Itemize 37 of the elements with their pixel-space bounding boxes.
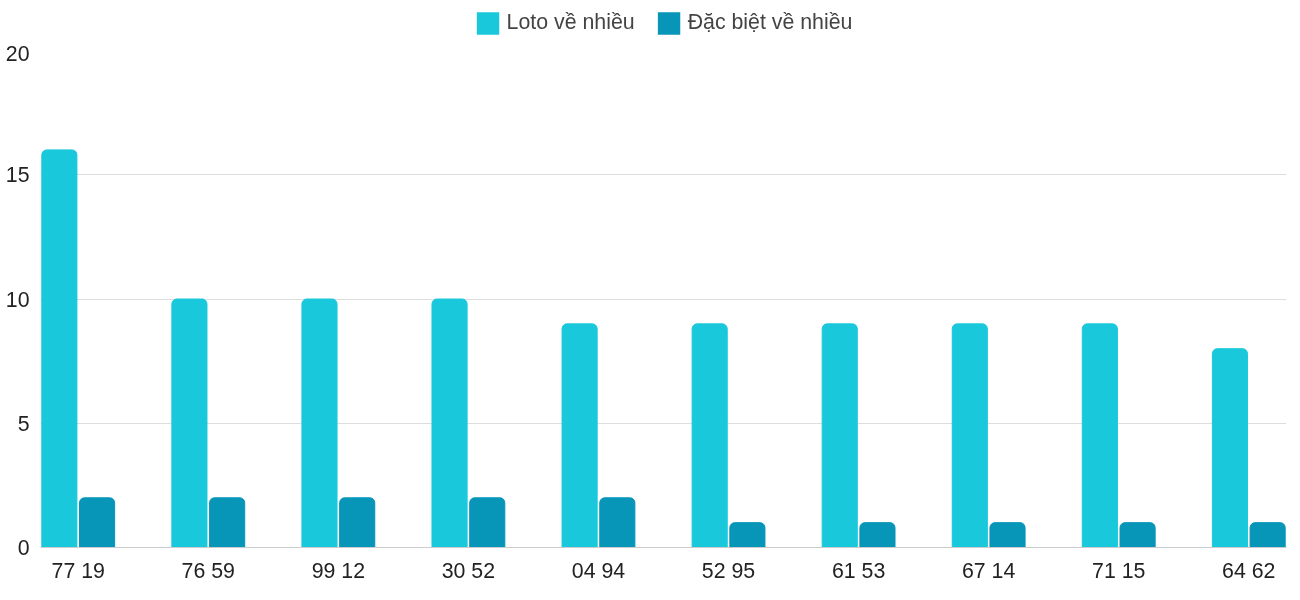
bar <box>431 298 468 548</box>
x-tick-label: 76 59 <box>181 558 235 583</box>
bar <box>951 323 988 548</box>
bar <box>301 298 338 548</box>
bar <box>1249 522 1286 548</box>
y-tick-label: 15 <box>5 163 30 188</box>
bar <box>1119 522 1156 548</box>
bar <box>599 497 636 548</box>
bar <box>171 298 208 548</box>
bar <box>209 497 246 548</box>
bar <box>469 497 506 548</box>
bar <box>79 497 116 548</box>
bar <box>729 522 766 548</box>
x-tick-label: 04 94 <box>571 558 626 583</box>
bar <box>41 149 78 548</box>
bar <box>691 323 728 548</box>
legend-label: Đặc biệt về nhiều <box>687 10 853 35</box>
y-tick-label: 10 <box>5 287 30 312</box>
x-tick-label: 52 95 <box>701 558 756 583</box>
x-tick-label: 61 53 <box>831 558 886 583</box>
bar <box>339 497 376 548</box>
bar <box>989 522 1026 548</box>
y-tick-label: 5 <box>17 411 30 436</box>
y-tick-label: 20 <box>5 41 30 66</box>
x-tick-label: 99 12 <box>311 558 366 583</box>
x-tick-label: 71 15 <box>1092 558 1146 583</box>
y-tick-label: 0 <box>17 536 30 560</box>
bar <box>1211 348 1248 548</box>
x-tick-label: 64 62 <box>1222 558 1276 583</box>
legend-label: Loto về nhiều <box>506 10 635 35</box>
bar <box>1081 323 1118 548</box>
bar <box>859 522 896 548</box>
x-tick-label: 67 14 <box>961 558 1016 583</box>
x-tick-label: 77 19 <box>51 558 105 583</box>
bar <box>821 323 858 548</box>
x-tick-label: 30 52 <box>441 558 496 583</box>
bar <box>561 323 598 548</box>
